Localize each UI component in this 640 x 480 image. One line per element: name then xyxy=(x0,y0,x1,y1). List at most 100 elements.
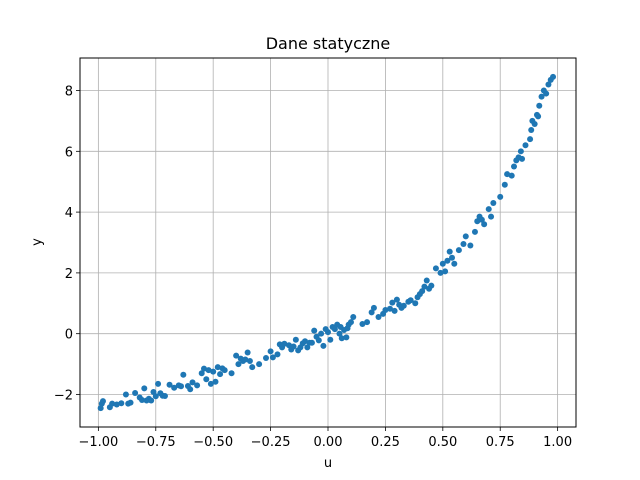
data-point xyxy=(244,349,251,356)
data-point xyxy=(545,81,552,88)
data-point xyxy=(180,371,187,378)
data-point xyxy=(99,398,106,405)
data-point xyxy=(455,247,462,254)
data-point xyxy=(535,113,542,120)
data-point xyxy=(263,355,269,362)
x-tick-label: 1.00 xyxy=(543,435,572,450)
data-point xyxy=(501,181,508,188)
data-point xyxy=(375,313,382,320)
data-point xyxy=(207,380,214,387)
x-tick-label: 0.75 xyxy=(486,435,515,450)
chart-title: Dane statyczne xyxy=(266,34,391,53)
data-point xyxy=(442,268,449,275)
data-point xyxy=(274,351,281,358)
data-point xyxy=(246,358,253,365)
data-point xyxy=(350,313,357,320)
data-point xyxy=(471,228,478,235)
data-point xyxy=(318,330,325,337)
data-point xyxy=(467,242,474,249)
data-point xyxy=(338,335,345,342)
data-point xyxy=(189,379,196,386)
x-tick-label: 0.50 xyxy=(428,435,457,450)
data-point xyxy=(249,364,256,371)
data-point xyxy=(511,163,517,170)
data-point xyxy=(292,336,299,343)
data-point xyxy=(389,299,396,306)
data-point xyxy=(161,392,168,399)
data-point xyxy=(478,216,485,223)
data-point xyxy=(187,386,194,393)
data-point xyxy=(400,302,407,309)
y-tick-label: −2 xyxy=(54,388,73,403)
data-point xyxy=(269,354,276,361)
x-tick-label: −0.50 xyxy=(193,435,233,450)
data-point xyxy=(194,382,201,389)
grid xyxy=(80,58,576,427)
data-point xyxy=(132,389,139,396)
data-point xyxy=(256,361,263,368)
data-point xyxy=(387,305,393,312)
data-point xyxy=(490,199,497,206)
x-tick-label: −0.75 xyxy=(136,435,176,450)
y-tick-label: 0 xyxy=(65,328,73,343)
data-point xyxy=(315,337,322,344)
data-point xyxy=(327,336,334,343)
data-point xyxy=(550,73,557,80)
data-point xyxy=(343,334,350,341)
data-point xyxy=(437,269,444,276)
data-point xyxy=(462,233,469,240)
data-point xyxy=(212,378,219,385)
data-point xyxy=(368,309,375,316)
data-point xyxy=(308,339,315,346)
data-point xyxy=(214,364,221,371)
data-point xyxy=(311,327,318,334)
data-point xyxy=(382,306,389,313)
data-point xyxy=(331,326,338,333)
data-point xyxy=(113,401,120,408)
data-point xyxy=(519,155,526,162)
data-point xyxy=(508,172,515,179)
x-tick-label: 0.25 xyxy=(371,435,400,450)
data-point xyxy=(517,148,524,155)
data-point xyxy=(302,338,309,345)
data-point xyxy=(141,385,148,392)
data-point xyxy=(446,248,453,255)
data-point xyxy=(497,193,504,200)
data-point xyxy=(474,218,481,225)
data-point xyxy=(281,340,288,347)
y-tick-label: 4 xyxy=(65,206,73,221)
data-point xyxy=(527,136,534,143)
data-point xyxy=(97,405,104,412)
data-point xyxy=(451,260,458,267)
data-point xyxy=(419,288,426,295)
data-point xyxy=(393,296,400,303)
data-point xyxy=(531,120,538,127)
data-point xyxy=(205,367,212,374)
data-point xyxy=(538,93,545,100)
data-point xyxy=(488,213,495,220)
data-point xyxy=(201,365,207,372)
y-axis: −2 0 2 4 6 8 xyxy=(54,85,80,403)
data-point xyxy=(210,368,217,375)
data-point xyxy=(320,342,327,349)
data-point xyxy=(118,400,125,407)
data-point xyxy=(432,265,439,272)
data-point xyxy=(228,370,235,377)
data-point xyxy=(543,90,550,97)
data-point xyxy=(421,283,428,290)
x-tick-label: −1.00 xyxy=(78,435,118,450)
data-point xyxy=(336,330,343,337)
y-tick-label: 8 xyxy=(65,85,73,100)
data-point xyxy=(122,391,129,398)
data-point xyxy=(504,171,511,178)
data-point xyxy=(155,380,162,387)
data-point xyxy=(391,307,398,314)
data-point xyxy=(109,400,116,407)
data-point xyxy=(221,367,228,374)
data-point xyxy=(449,254,455,261)
data-point xyxy=(444,257,451,264)
x-tick-label: −0.25 xyxy=(251,435,291,450)
data-point xyxy=(347,319,354,326)
data-point xyxy=(536,102,543,109)
